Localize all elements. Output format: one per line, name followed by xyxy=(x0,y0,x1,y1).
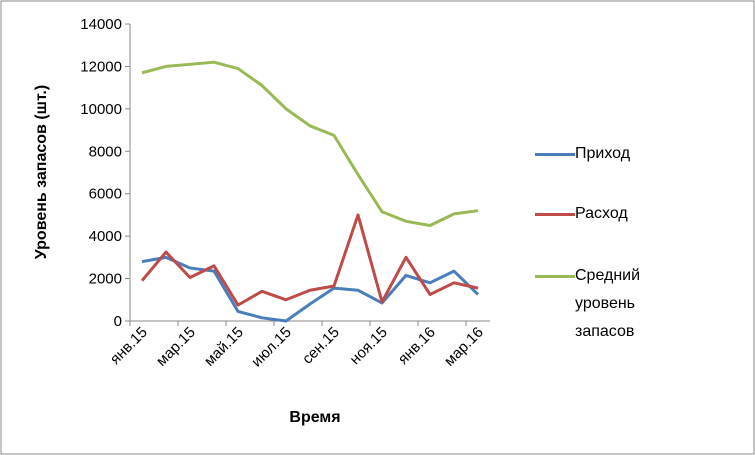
series-line xyxy=(141,60,479,228)
legend-label: Средний уровень запасов xyxy=(575,267,641,340)
y-tick-label: 4000 xyxy=(89,228,122,245)
y-tick-label: 2000 xyxy=(89,271,122,288)
legend-item: Средний уровень запасов xyxy=(535,262,685,346)
y-tick-label: 0 xyxy=(114,313,122,330)
y-axis-title: Уровень запасов (шт.) xyxy=(33,85,50,259)
legend-swatch xyxy=(535,153,575,156)
y-tick-label: 12000 xyxy=(80,58,122,75)
legend-item: Расход xyxy=(535,200,685,228)
y-tick-label: 8000 xyxy=(89,143,122,160)
legend-swatch xyxy=(535,275,575,278)
legend-label: Расход xyxy=(575,205,628,222)
y-tick-label: 10000 xyxy=(80,101,122,118)
legend-item: Приход xyxy=(535,140,685,168)
series-line xyxy=(140,213,479,307)
legend-swatch xyxy=(535,213,575,216)
x-axis-title: Время xyxy=(289,409,340,426)
y-tick-label: 14000 xyxy=(80,16,122,33)
legend-label: Приход xyxy=(575,145,631,162)
y-tick-label: 6000 xyxy=(89,186,122,203)
